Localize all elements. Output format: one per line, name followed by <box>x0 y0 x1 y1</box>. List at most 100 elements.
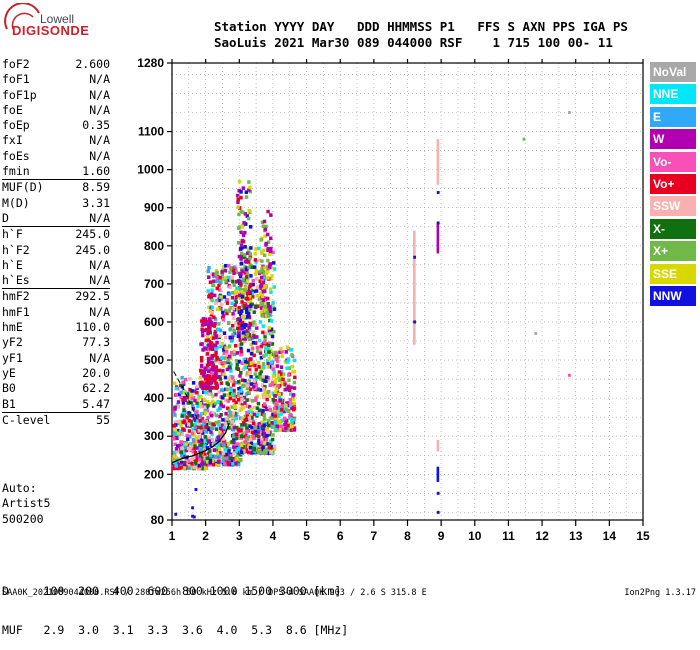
echo-point <box>283 416 287 421</box>
echo-point <box>256 425 260 430</box>
echo-point <box>248 263 253 268</box>
echo-point <box>180 414 184 418</box>
echo-point <box>232 457 237 461</box>
echo-point <box>289 428 293 433</box>
param-value: N/A <box>89 87 110 102</box>
echo-point <box>204 319 209 324</box>
echo-point <box>205 446 210 450</box>
echo-point <box>215 445 220 449</box>
echo-point <box>181 411 186 415</box>
echo-point <box>522 137 526 141</box>
echo-point <box>190 431 195 436</box>
echo-point <box>239 385 243 390</box>
echo-point <box>263 289 267 293</box>
echo-point <box>239 251 244 256</box>
echo-point <box>286 384 291 389</box>
echo-point <box>258 347 263 352</box>
echo-point <box>268 249 273 254</box>
auto-version: 500200 <box>2 511 44 526</box>
echo-point <box>278 428 282 432</box>
echo-point <box>254 268 258 273</box>
echo-point <box>181 401 186 405</box>
echo-point <box>280 349 284 354</box>
echo-point <box>211 411 215 416</box>
echo-point <box>266 390 270 395</box>
echo-point <box>261 428 266 432</box>
param-value: N/A <box>89 350 110 365</box>
echo-point <box>238 401 242 405</box>
echo-point <box>198 443 202 448</box>
echo-point <box>215 275 219 280</box>
echo-point <box>230 420 235 424</box>
x-tick-label: 4 <box>270 529 277 543</box>
echo-point <box>222 344 227 349</box>
echo-point <box>244 286 248 290</box>
echo-point <box>201 319 206 323</box>
echo-point <box>203 452 207 457</box>
echo-point <box>229 350 234 355</box>
echo-point <box>243 445 248 449</box>
echo-point <box>213 343 218 348</box>
echo-point <box>261 448 265 453</box>
echo-point <box>231 290 235 295</box>
param-value: N/A <box>89 210 110 225</box>
param-row: h`Es N/A <box>2 273 110 288</box>
echo-point <box>244 306 249 311</box>
echo-point <box>206 369 211 373</box>
echo-point <box>237 458 242 462</box>
echo-point <box>239 346 243 351</box>
echo-point <box>219 438 223 443</box>
echo-point <box>195 401 199 406</box>
y-tick-label: 500 <box>144 353 164 367</box>
echo-point <box>255 276 259 281</box>
echo-point <box>262 219 267 224</box>
legend-item: Vo- <box>650 151 696 172</box>
echo-point <box>239 436 244 440</box>
echo-point <box>210 356 214 360</box>
echo-point <box>260 220 265 225</box>
echo-point <box>284 418 289 423</box>
echo-point <box>206 348 211 353</box>
echo-point <box>245 310 249 315</box>
echo-point <box>241 233 246 238</box>
echo-point <box>272 267 277 271</box>
echo-point <box>245 383 250 388</box>
echo-point <box>205 459 210 464</box>
echo-point <box>208 344 213 349</box>
echo-point <box>231 306 236 311</box>
echo-point <box>284 350 288 354</box>
echo-point <box>286 358 291 363</box>
echo-point <box>219 388 224 392</box>
echo-point <box>278 384 282 388</box>
echo-point <box>287 373 291 377</box>
echo-point <box>182 389 187 394</box>
echo-point <box>191 403 195 408</box>
echo-point <box>197 463 202 468</box>
echo-point <box>233 267 238 271</box>
echo-point <box>211 399 215 404</box>
echo-point <box>258 427 262 432</box>
echo-point <box>209 295 214 300</box>
param-row: foEs N/A <box>2 149 110 164</box>
echo-point <box>237 359 242 364</box>
echo-point <box>221 459 225 463</box>
echo-point <box>245 273 250 277</box>
echo-point <box>243 245 247 249</box>
echo-point <box>192 439 196 444</box>
echo-point <box>272 369 276 374</box>
echo-point <box>280 405 284 410</box>
echo-point <box>218 344 223 349</box>
echo-point <box>227 292 232 297</box>
echo-point <box>264 346 268 351</box>
echo-point <box>255 285 260 289</box>
echo-point <box>243 401 247 405</box>
echo-point <box>220 428 224 433</box>
echo-point <box>182 466 187 470</box>
echo-point <box>254 304 258 308</box>
echo-point <box>190 396 194 401</box>
echo-point <box>254 341 258 345</box>
echo-point <box>240 407 244 412</box>
echo-point <box>263 390 267 395</box>
echo-point <box>260 294 265 299</box>
echo-point <box>243 418 247 423</box>
